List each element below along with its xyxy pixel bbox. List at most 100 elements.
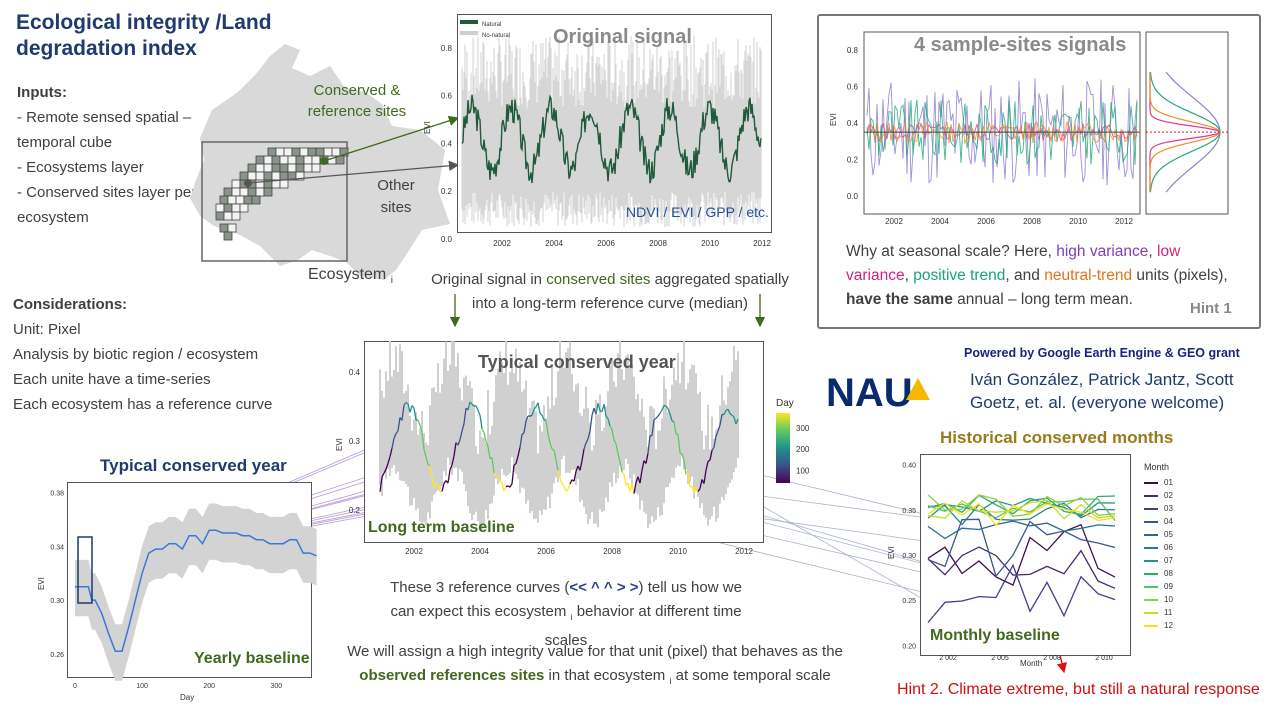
- reference-caption: These 3 reference curves (<< ^ ^ > >) te…: [376, 576, 756, 653]
- nau-logo-text: NAU: [826, 371, 913, 412]
- legend-swatch: [1144, 598, 1158, 601]
- median-segment: [503, 486, 507, 492]
- median-segment: [553, 449, 557, 460]
- median-segment: [437, 483, 441, 492]
- median-segment: [393, 433, 397, 439]
- yearly-median-line: [75, 529, 317, 652]
- grid-cell: [323, 147, 333, 157]
- grid-cell: [307, 147, 317, 157]
- y-axis-label: EVI: [335, 438, 344, 451]
- grid-cell: [303, 155, 313, 165]
- median-segment: [689, 485, 693, 488]
- x-tick-label: 2002: [405, 547, 423, 556]
- x-tick-label: 2006: [537, 547, 555, 556]
- median-segment: [531, 409, 535, 416]
- median-segment: [703, 470, 707, 484]
- y-tick-label: 0.0: [847, 192, 859, 201]
- median-segment: [567, 483, 571, 490]
- median-segment: [461, 423, 465, 432]
- month-legend-item: 12: [1144, 619, 1204, 632]
- conserved-label: Conserved & reference sites: [307, 82, 407, 120]
- aggregation-pre: Original signal in: [431, 271, 547, 288]
- month-line: [927, 502, 1116, 527]
- median-segment: [409, 405, 413, 413]
- legend-nonnatural-label: No-natural: [482, 33, 510, 39]
- median-segment: [735, 418, 739, 425]
- median-segment: [493, 472, 497, 476]
- median-segment: [555, 459, 559, 471]
- median-segment: [581, 448, 585, 461]
- median-segment: [651, 419, 655, 436]
- y-tick-label: 0.3: [349, 437, 361, 446]
- grid-cell: [231, 203, 241, 213]
- median-segment: [627, 482, 631, 492]
- x-tick-label: 2012: [1115, 217, 1133, 226]
- median-segment: [419, 424, 423, 433]
- median-segment: [523, 420, 527, 433]
- median-segment: [621, 471, 625, 475]
- grid-cell: [303, 163, 313, 173]
- median-segment: [697, 488, 701, 492]
- grid-cell: [223, 187, 233, 197]
- median-segment: [411, 405, 415, 409]
- grid-cell: [255, 155, 265, 165]
- y-tick-label: 0.4: [441, 139, 453, 148]
- median-segment: [389, 448, 393, 457]
- median-segment: [533, 406, 537, 410]
- sample-site-line: [866, 78, 1138, 186]
- median-segment: [423, 449, 427, 458]
- median-segment: [613, 439, 617, 445]
- ecosystem-box: [201, 141, 348, 262]
- median-segment: [387, 456, 391, 464]
- grid-cell: [339, 147, 349, 157]
- median-segment: [463, 408, 467, 424]
- yearly-range-band: [75, 503, 317, 681]
- median-segment: [663, 404, 667, 407]
- considerations-item: Each ecosystem has a reference curve: [13, 396, 273, 413]
- grid-cell: [219, 223, 229, 233]
- grid-cell: [287, 171, 297, 181]
- y-tick-label: 0.8: [847, 46, 859, 55]
- median-segment: [679, 452, 683, 455]
- y-tick-label: 0.34: [50, 544, 64, 551]
- grid-cell: [231, 187, 241, 197]
- grid-cell: [263, 155, 273, 165]
- median-segment: [541, 414, 545, 421]
- integrity-highlight: observed references sites: [359, 667, 545, 684]
- reference-pre: These 3 reference curves (: [390, 579, 570, 596]
- median-segment: [549, 442, 553, 450]
- neutral-trend-text: neutral-trend: [1044, 267, 1133, 284]
- x-tick-label: 2002: [493, 239, 511, 248]
- median-segment: [609, 425, 613, 430]
- legend-swatch: [1144, 520, 1158, 523]
- median-segment: [417, 419, 421, 426]
- month-line: [927, 520, 1116, 540]
- legend-swatch: [1144, 481, 1158, 484]
- median-segment: [611, 429, 615, 441]
- nau-logo: NAU: [826, 370, 966, 417]
- median-segment: [481, 428, 485, 433]
- day-colorbar: [776, 413, 790, 483]
- inputs-item: - Ecosystems layer: [17, 159, 144, 176]
- median-segment: [655, 415, 659, 419]
- median-segment: [395, 430, 399, 435]
- colorbar-title: Day: [776, 398, 794, 409]
- median-segment: [653, 417, 657, 421]
- colombia-map: [190, 44, 450, 280]
- grid-cell: [255, 179, 265, 189]
- considerations-item: Unit: Pixel: [13, 321, 81, 338]
- median-segment: [403, 402, 407, 406]
- x-tick-label: 2010: [669, 547, 687, 556]
- x-tick-label: 2002: [885, 217, 903, 226]
- median-segment: [539, 412, 543, 416]
- median-segment: [391, 438, 395, 449]
- grid-cell: [251, 195, 261, 205]
- month-line: [927, 518, 1116, 578]
- considerations-list: Considerations: Unit: Pixel Analysis by …: [13, 292, 313, 417]
- median-segment: [431, 476, 435, 489]
- month-legend-item: 01: [1144, 476, 1204, 489]
- other-site-marker: [244, 179, 252, 187]
- y-tick-label: 0.8: [441, 44, 453, 53]
- median-segment: [491, 457, 495, 474]
- hint1-same-text: have the same: [846, 291, 953, 308]
